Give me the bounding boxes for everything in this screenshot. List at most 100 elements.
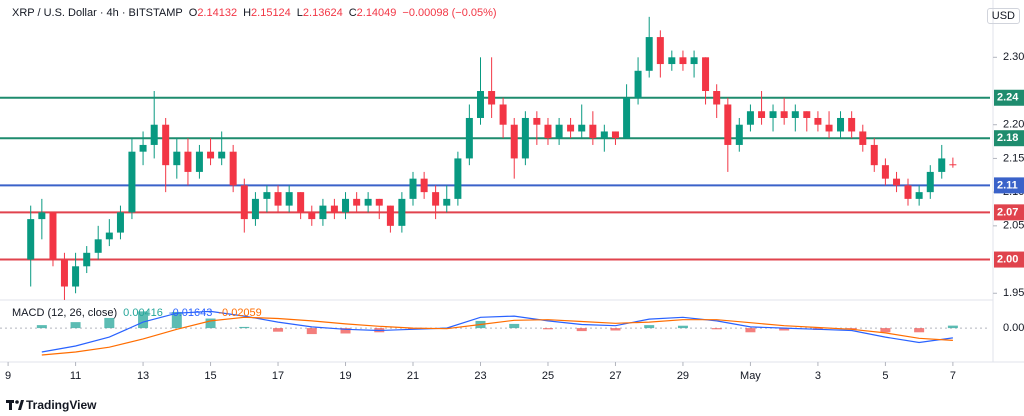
y-tick-label: 2.20 [1003,119,1024,131]
candle-body [668,57,676,65]
candle [386,205,394,233]
level-label-box [994,89,1024,106]
candle-body [285,192,293,206]
y-tick-label: 2.30 [1003,51,1024,63]
macd-histogram-bar [947,325,958,329]
ohlc: O2.14132 H2.15124 L2.13624 C2.14049 [189,7,397,19]
y-tick-label: 2.15 [1003,152,1024,164]
candle-body [702,57,710,92]
candle-body [297,192,305,213]
candle [432,185,440,220]
candle [465,104,473,166]
macd-tick-label: 0.00 [1003,322,1024,334]
macd-histogram-bar [273,328,284,332]
ohlc-item: L2.13624 [297,7,343,19]
candle-body [251,198,259,220]
ohlc-item: O2.14132 [189,7,237,19]
ohlc-value: 2.13624 [302,7,343,19]
candle [555,117,563,145]
x-tick-label: 3 [815,370,821,382]
candle-body [746,111,754,125]
candle-body [724,104,732,145]
candle-body [38,212,46,220]
macd-histogram-bar [779,328,790,331]
candle [724,97,732,172]
change-label: −0.00098 (−0.05%) [402,7,497,19]
level-label-box [994,130,1024,147]
candle-body [859,131,867,145]
candle [488,57,496,118]
candle [319,198,327,226]
macd-histogram-bar [36,325,47,329]
macd-histogram-bar [104,317,115,329]
x-tick-label: 5 [882,370,888,382]
candle-body [578,124,586,132]
candle [173,138,181,179]
candle-body [567,124,575,132]
candle-body [837,117,845,132]
candle-body [116,212,124,233]
candle [285,185,293,213]
candle [567,117,575,139]
candle [837,111,845,139]
candle [803,111,811,132]
x-tick-label: 9 [5,370,11,382]
macd-histogram-bar [610,328,621,331]
level-label: 2.24 [997,92,1019,104]
macd-histogram-bar [880,328,891,333]
candle-body [915,192,923,199]
candle [251,192,259,226]
candle-body [589,124,597,139]
candle [926,165,934,199]
candle-body [72,266,80,287]
candle [713,84,721,118]
candle [656,30,664,78]
candle [623,84,631,139]
candle-body [386,205,394,226]
candle [949,157,957,168]
candle-body [398,198,406,226]
macd-histogram-bar [306,328,317,335]
candle-body [634,70,642,98]
macd-histogram-bar [171,311,182,329]
y-tick-label: 2.05 [1003,220,1024,232]
x-tick-label: May [740,370,761,382]
x-tick-label: 7 [950,370,956,382]
candle-body [521,117,529,159]
candle-body [195,151,203,172]
candle-body [544,124,552,139]
candle [735,117,743,152]
candle [274,185,282,213]
candle-body [263,192,271,199]
candle-body [375,198,383,206]
candle [904,178,912,206]
candle [195,144,203,179]
candle-body [128,151,136,213]
candle-body [105,232,113,240]
candle-body [780,111,788,118]
candle [83,246,91,274]
currency-button[interactable]: USD [986,8,1020,24]
candle-body [184,151,192,172]
candle [27,205,35,287]
candle [825,111,833,139]
candle-body [825,124,833,132]
candle [668,50,676,71]
candle [342,192,350,220]
candle [128,138,136,220]
level-label: 2.11 [997,179,1018,191]
candle-body [623,97,631,139]
candle-body [949,164,957,166]
candle [938,144,946,179]
candle-body [814,117,822,125]
candle-body [308,212,316,220]
candle-body [443,198,451,206]
candle [893,171,901,193]
symbol-title: XRP / U.S. Dollar · 4h · BITSTAMP [12,7,183,19]
x-tick-label: 21 [407,370,419,382]
candle [859,124,867,152]
ohlc-label: O [188,7,198,19]
macd-line [41,316,953,356]
